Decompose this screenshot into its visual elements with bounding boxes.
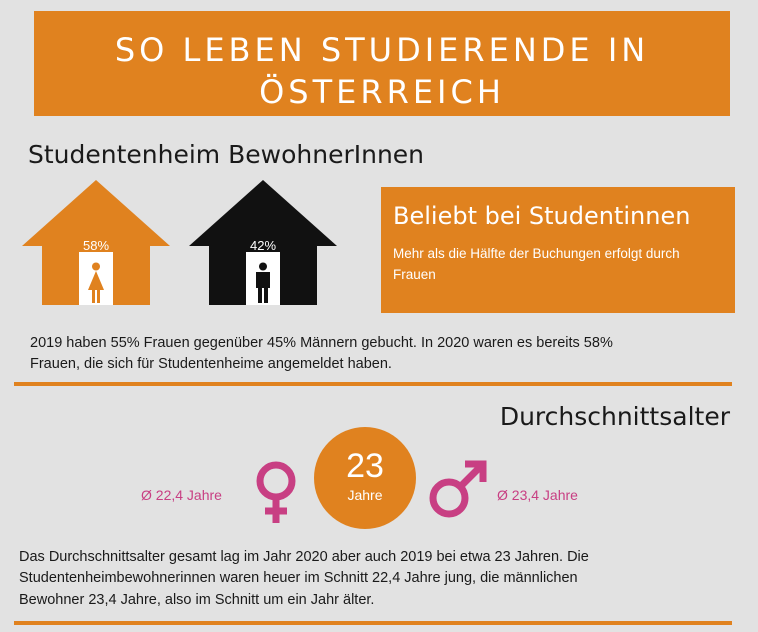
male-percent-label: 42% bbox=[249, 238, 277, 253]
woman-icon bbox=[86, 262, 106, 309]
age-paragraph-line: Bewohner 23,4 Jahre, also im Schnitt um … bbox=[19, 592, 375, 608]
female-house-icon: 58% bbox=[22, 180, 170, 305]
section-heading-residents: Studentenheim BewohnerInnen bbox=[28, 140, 425, 169]
title-line-2: ÖSTERREICH bbox=[259, 73, 505, 111]
male-house-icon: 42% bbox=[189, 180, 337, 305]
callout-heading: Beliebt bei Studentinnen bbox=[393, 202, 691, 230]
section-heading-average-age: Durchschnittsalter bbox=[499, 402, 730, 431]
female-average-age: Ø 22,4 Jahre bbox=[141, 487, 222, 503]
female-symbol-icon bbox=[253, 459, 299, 530]
callout-box: Beliebt bei Studentinnen Mehr als die Hä… bbox=[381, 187, 735, 313]
age-paragraph-line: Das Durchschnittsalter gesamt lag im Jah… bbox=[19, 549, 589, 565]
man-icon bbox=[253, 262, 273, 309]
callout-text: Mehr als die Hälfte der Buchungen erfolg… bbox=[393, 246, 680, 282]
residents-paragraph-line: 2019 haben 55% Frauen gegenüber 45% Männ… bbox=[30, 335, 613, 351]
residents-paragraph-line: Frauen, die sich für Studentenheime ange… bbox=[30, 356, 392, 372]
average-age-unit: Jahre bbox=[347, 487, 383, 503]
average-age-value: 23 bbox=[346, 447, 384, 485]
male-average-age: Ø 23,4 Jahre bbox=[497, 487, 578, 503]
title-line-1: SO LEBEN STUDIERENDE IN bbox=[114, 31, 650, 69]
average-age-circle: 23 Jahre bbox=[314, 427, 416, 529]
title-banner: SO LEBEN STUDIERENDE IN ÖSTERREICH bbox=[34, 11, 730, 116]
age-paragraph-line: Studentenheimbewohnerinnen waren heuer i… bbox=[19, 570, 578, 586]
female-percent-label: 58% bbox=[82, 238, 110, 253]
divider bbox=[14, 621, 732, 625]
divider bbox=[14, 382, 732, 386]
male-symbol-icon bbox=[425, 458, 489, 527]
